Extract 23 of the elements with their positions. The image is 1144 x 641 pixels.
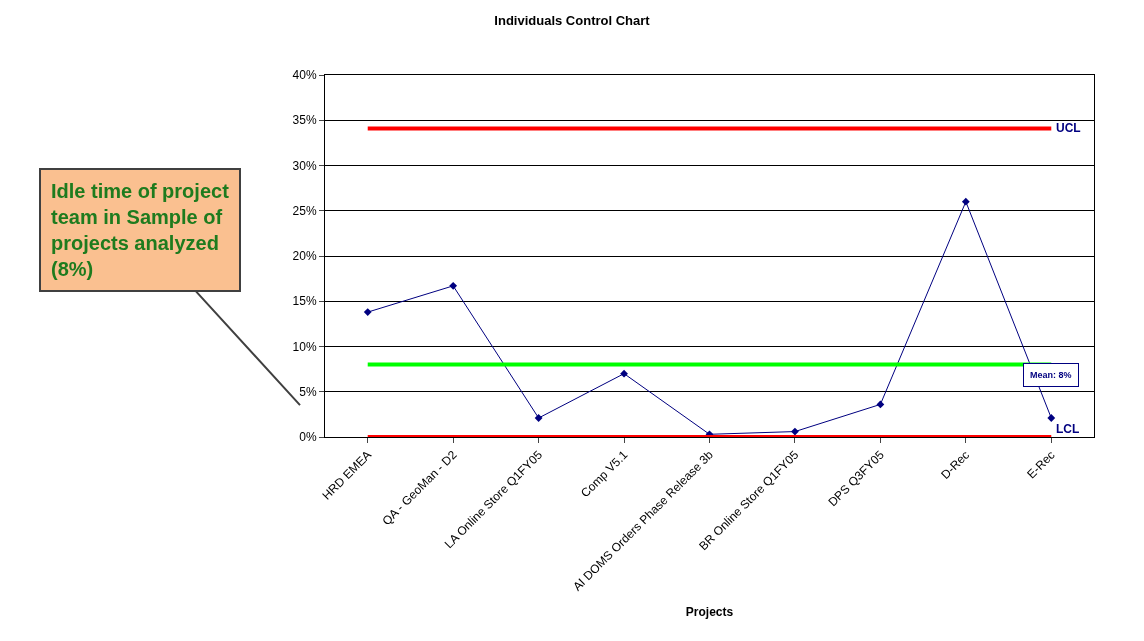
x-axis-title: Projects [685, 605, 734, 620]
y-tick-label: 0% [299, 430, 317, 445]
y-tick-label: 20% [292, 249, 317, 264]
y-tick-label: 25% [292, 203, 317, 218]
y-tick-label: 5% [299, 384, 317, 399]
y-tick-label: 30% [292, 158, 317, 173]
point [961, 197, 970, 206]
y-tick-label: 35% [292, 113, 317, 128]
y-tick-label: 10% [292, 339, 317, 354]
point [876, 400, 885, 409]
point [1047, 414, 1056, 422]
point [791, 427, 799, 436]
y-tick-label: 15% [292, 294, 317, 309]
point [363, 308, 372, 317]
ref-line-label: UCL [1056, 121, 1081, 135]
point [449, 281, 458, 290]
point [620, 369, 628, 378]
ref-line-label: LCL [1056, 422, 1080, 436]
text: Idle time of project team in Sample of projects analyzed (8%) [51, 180, 230, 280]
y-tick-label: 40% [292, 68, 317, 83]
point [534, 414, 543, 422]
chart-title: Individuals Control Chart [494, 13, 651, 29]
ref-line-label: Mean: 8% [1030, 370, 1072, 380]
